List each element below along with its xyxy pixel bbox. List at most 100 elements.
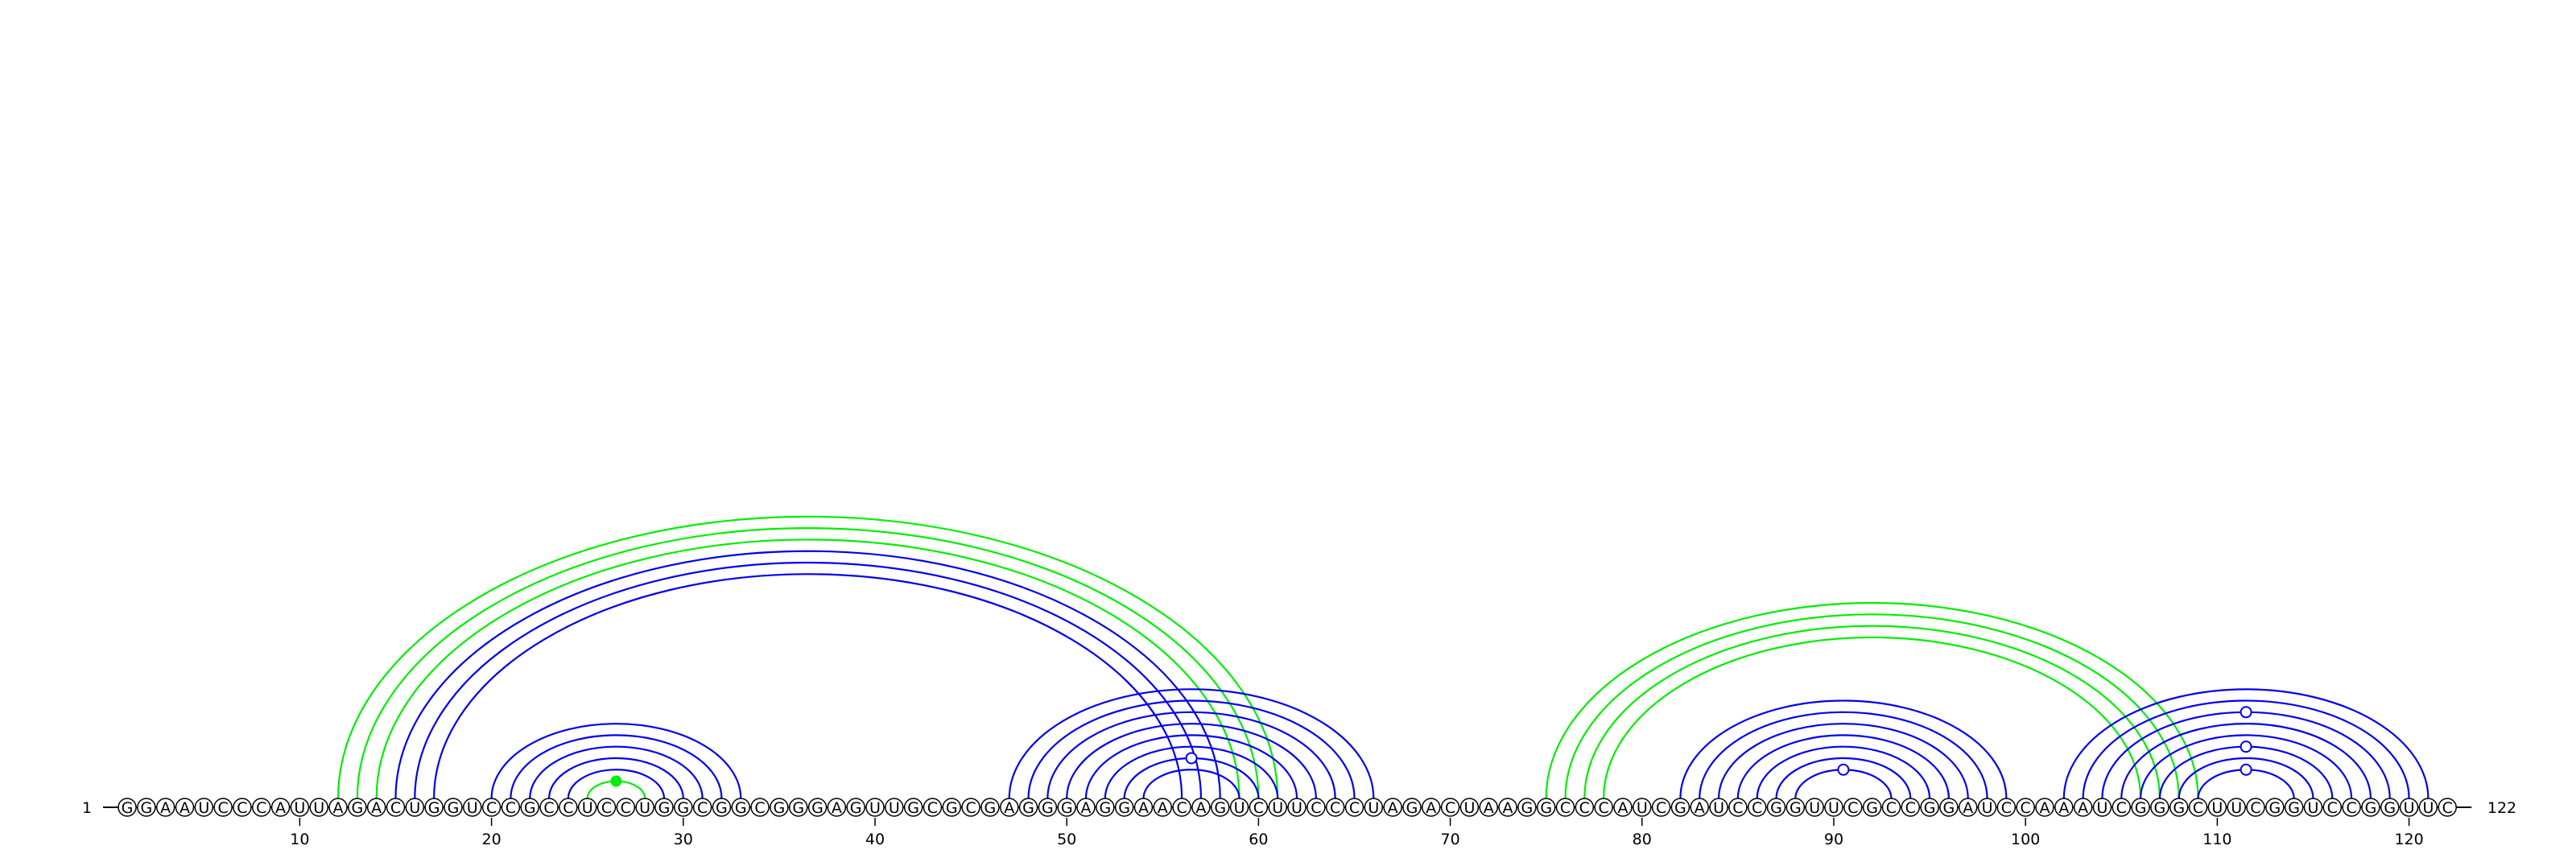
nucleotide: C <box>692 798 712 817</box>
nucleotide: A <box>1383 798 1402 817</box>
position-tick-label: 110 <box>2202 831 2231 848</box>
nucleotide-letter: C <box>2327 799 2338 817</box>
arc-group-hairpin-1 <box>490 723 742 799</box>
nucleotide: G <box>137 798 156 817</box>
nucleotide-letter: C <box>1349 799 1360 817</box>
nucleotide-circle <box>1018 798 1038 817</box>
nucleotide: U <box>2227 798 2246 817</box>
nucleotide: U <box>194 798 214 817</box>
base-pair-arc <box>1008 688 1375 799</box>
nucleotide-letter: G <box>2365 799 2377 817</box>
nucleotide-letter: U <box>2231 799 2242 817</box>
nucleotide-circle <box>1057 798 1076 817</box>
nucleotide-letter: G <box>774 799 786 817</box>
nucleotide: C <box>2322 798 2343 817</box>
nucleotide: C <box>1728 798 1748 817</box>
nucleotide-letter: A <box>1695 799 1705 817</box>
nucleotide-circle <box>2092 798 2112 817</box>
nucleotide: U <box>2092 798 2112 817</box>
base-pair-arc <box>2140 734 2353 799</box>
nucleotide-circle <box>1958 798 1978 817</box>
nucleotide-circle <box>559 798 578 817</box>
nucleotide: G <box>712 798 732 817</box>
position-tick-label: 40 <box>865 831 885 848</box>
nucleotide: U <box>1977 798 1997 817</box>
nucleotide-letter: A <box>2078 799 2088 817</box>
nucleotide-circle <box>2303 798 2323 817</box>
base-pair-arc <box>1066 723 1317 799</box>
nucleotide-letter: G <box>428 799 440 817</box>
nucleotide-circle <box>635 798 654 817</box>
nucleotide: G <box>807 798 828 817</box>
nucleotide-letter: U <box>1463 799 1475 817</box>
base-pair-arc <box>375 538 1241 799</box>
nucleotide-letter: U <box>2404 799 2415 817</box>
nucleotide-letter: C <box>390 799 401 817</box>
position-tick-label: 30 <box>674 831 693 848</box>
nucleotide-circle <box>1229 798 1249 817</box>
nucleotide: C <box>1901 798 1921 817</box>
nucleotide-letter: C <box>1560 799 1571 817</box>
nucleotide-circle <box>348 798 367 817</box>
nucleotide-circle <box>1805 798 1824 817</box>
nucleotide-circle <box>1613 798 1633 817</box>
nucleotide: G <box>674 798 693 817</box>
nucleotide-letter: A <box>1617 799 1628 817</box>
nucleotide: A <box>1498 798 1517 817</box>
nucleotide-letter: C <box>621 799 631 817</box>
nucleotide-letter: G <box>811 799 824 817</box>
wobble-pair-circle <box>1837 763 1850 776</box>
nucleotide-circle <box>1690 798 1709 817</box>
nucleotide-circle <box>923 798 943 817</box>
nucleotide-circle <box>1901 798 1921 817</box>
nucleotide-circle <box>2054 798 2074 817</box>
nucleotide: A <box>2073 798 2093 817</box>
nucleotide: U <box>1805 798 1824 817</box>
nucleotide-circle <box>213 798 233 817</box>
nucleotide-circle <box>807 798 828 817</box>
nucleotide-circle <box>1364 798 1384 817</box>
nucleotide-circle <box>1766 798 1786 817</box>
nucleotide-letter: G <box>735 799 747 817</box>
base-pair-arc <box>1046 711 1336 799</box>
base-pair-arc <box>356 527 1260 799</box>
nucleotide-letter: C <box>2116 799 2127 817</box>
nucleotide-letter: U <box>1291 799 1302 817</box>
nucleotide-letter: C <box>2346 799 2356 817</box>
nucleotide: C <box>559 798 578 817</box>
nucleotide-letter: G <box>2135 799 2147 817</box>
nucleotide-circle <box>1422 798 1441 817</box>
nucleotide: A <box>1958 798 1978 817</box>
nucleotide-circle <box>1114 798 1134 817</box>
base-pair-arc <box>547 757 684 799</box>
nucleotide-circle <box>961 798 980 817</box>
nucleotide: G <box>903 798 923 817</box>
nucleotide: G <box>2380 798 2400 817</box>
nucleotide-letter: G <box>2154 799 2166 817</box>
nucleotide: U <box>1268 798 1287 817</box>
arc-group-hairpin-2 <box>1679 699 2008 799</box>
nucleotide-letter: G <box>658 799 671 817</box>
nucleotide: C <box>2342 798 2361 817</box>
wobble-pair-circle <box>1185 752 1198 765</box>
nucleotide-letter: C <box>486 799 497 817</box>
base-pair-arc <box>1679 699 2008 799</box>
nucleotide-letter: C <box>1445 799 1455 817</box>
nucleotide-circle <box>1402 798 1422 817</box>
nucleotide: C <box>2112 798 2132 817</box>
nucleotide-circle <box>1881 798 1901 817</box>
nucleotide-circle <box>137 798 156 817</box>
nucleotide: C <box>2246 798 2265 817</box>
nucleotide-letter: C <box>1253 799 1264 817</box>
base-pair-arc <box>1142 769 1241 799</box>
nucleotide: U <box>2418 798 2438 817</box>
nucleotide-circle <box>1344 798 1364 817</box>
nucleotide-circle <box>2131 798 2150 817</box>
nucleotide-letter: G <box>2173 799 2185 817</box>
nucleotide-circle <box>386 798 406 817</box>
base-pair-arc <box>1104 745 1279 799</box>
base-pair-arc <box>567 769 666 799</box>
base-pair-arc <box>1775 757 1912 799</box>
nucleotide-circle <box>1555 798 1575 817</box>
nucleotide: C <box>1747 798 1767 817</box>
